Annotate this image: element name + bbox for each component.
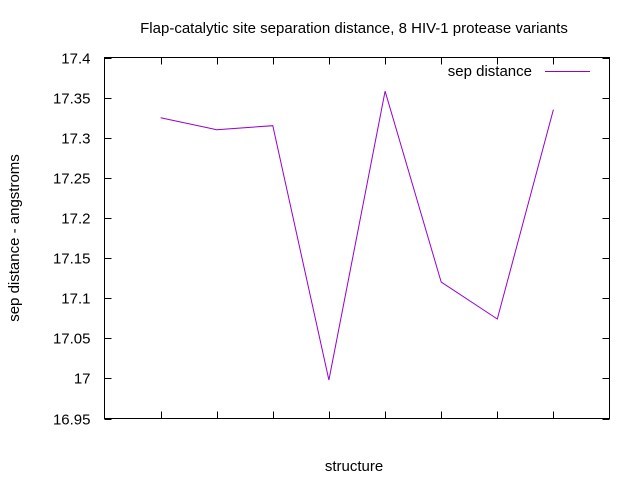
y-tick-label: 17.2 bbox=[61, 211, 90, 228]
legend: sep distance bbox=[448, 63, 590, 80]
legend-label-sep-distance: sep distance bbox=[448, 63, 532, 80]
y-tick-label: 17.35 bbox=[53, 91, 91, 108]
y-axis-label: sep distance - angstroms bbox=[6, 154, 23, 322]
y-tick-label: 17.15 bbox=[53, 251, 91, 268]
y-tick-label: 17.05 bbox=[53, 331, 91, 348]
plot-frame bbox=[104, 57, 610, 419]
y-tick-label: 17.3 bbox=[61, 131, 90, 148]
y-tick-label: 16.95 bbox=[53, 412, 91, 429]
chart-title: Flap-catalytic site separation distance,… bbox=[140, 20, 568, 37]
y-tick-label: 17.25 bbox=[53, 171, 91, 188]
y-tick-label: 17.4 bbox=[61, 51, 90, 68]
series-layer bbox=[160, 91, 554, 381]
y-tick-label: 17.1 bbox=[61, 291, 90, 308]
y-tick-label: 17 bbox=[74, 371, 91, 388]
x-axis bbox=[161, 57, 554, 419]
series-line-sep-distance bbox=[160, 91, 554, 381]
x-axis-label: structure bbox=[325, 458, 383, 475]
y-axis: 17.4 17.35 17.3 17.25 17.2 17.15 17.1 17.05 17 16… bbox=[53, 51, 610, 429]
